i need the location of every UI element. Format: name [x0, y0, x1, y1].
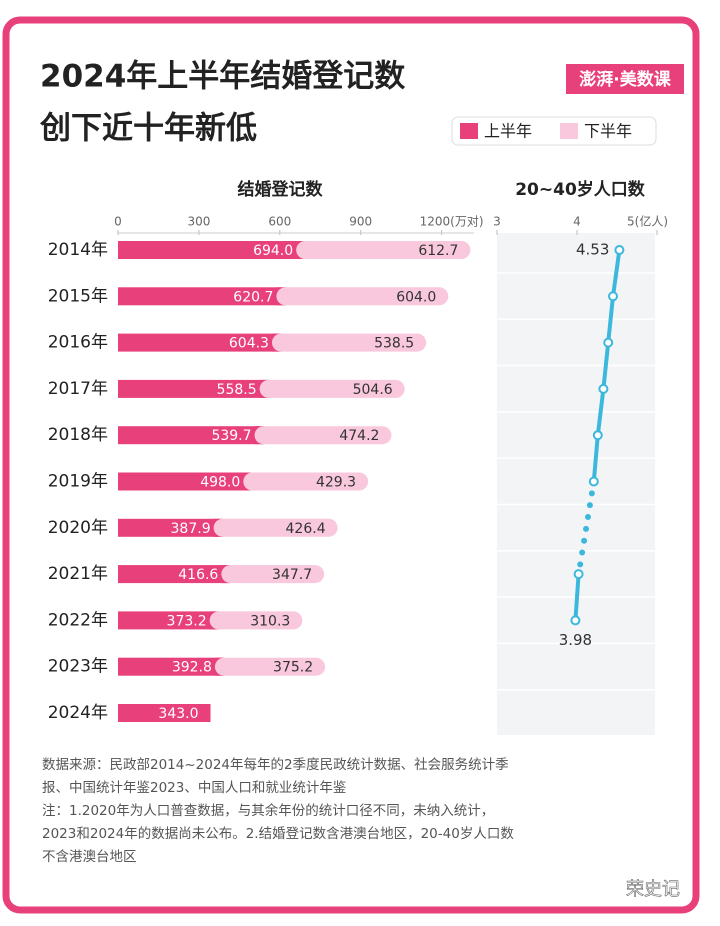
- bar-segment: [118, 704, 211, 722]
- y-tick-label: 2024年: [48, 703, 108, 723]
- line: [591, 249, 622, 482]
- value-label: 558.5: [217, 382, 257, 398]
- y-tick-label: 2016年: [48, 333, 108, 353]
- value-label: 4.53: [576, 241, 609, 259]
- value-label: 343.0: [158, 706, 198, 722]
- bar-segment: [296, 241, 471, 259]
- bar-segment: [118, 472, 253, 491]
- value-label: 347.7: [272, 567, 312, 583]
- y-tick-label: 2014年: [48, 240, 108, 260]
- x-tick-label: 0: [114, 215, 122, 229]
- bar-segment: [118, 241, 306, 259]
- line: [573, 573, 581, 621]
- value-label: 474.2: [339, 428, 379, 444]
- value-label: 620.7: [233, 289, 273, 305]
- legend-label: 上半年: [484, 122, 532, 141]
- value-label: 504.6: [353, 382, 393, 398]
- value-label: 612.7: [418, 243, 458, 259]
- x-tick-label: 1200(万对): [420, 215, 484, 229]
- title-line: 创下近十年新低: [39, 111, 257, 147]
- chart-title: 20~40岁人口数: [515, 179, 646, 200]
- title-line: 2024年上半年结婚登记数: [40, 59, 405, 95]
- bar-segment: [118, 379, 269, 398]
- y-tick-label: 2023年: [48, 657, 108, 677]
- value-label: 375.2: [273, 660, 313, 676]
- y-tick-label: 2018年: [48, 425, 108, 445]
- note-line: 注：1.2020年为人口普查数据，与其余年份的统计口径不同，未纳入统计，: [42, 802, 494, 819]
- chart-title: 结婚登记数: [238, 179, 324, 200]
- y-tick-label: 2020年: [48, 518, 108, 538]
- value-label: 387.9: [171, 521, 211, 537]
- bar-segment: [243, 472, 369, 491]
- bar-segment: [276, 287, 449, 306]
- x-tick-label: 600: [268, 215, 291, 229]
- logo-box: [566, 64, 684, 94]
- value-label: 426.4: [286, 521, 326, 537]
- bar-segment: [213, 518, 338, 537]
- point: [592, 430, 603, 441]
- bar-segment: [118, 333, 281, 352]
- x-tick-label: 4: [573, 215, 581, 229]
- point: [570, 615, 581, 626]
- note-line: 数据来源：民政部2014~2024年每年的2季度民政统计数据、社会服务统计季: [42, 757, 509, 773]
- legend-swatch: [460, 123, 478, 139]
- value-label: 416.6: [178, 567, 218, 583]
- point: [573, 569, 584, 580]
- bar-segment: [254, 426, 392, 445]
- point: [603, 337, 614, 348]
- point: [614, 245, 625, 255]
- x-tick-label: 300: [187, 215, 210, 229]
- y-tick-label: 2017年: [48, 379, 108, 399]
- bar-segment: [118, 287, 286, 306]
- y-tick-label: 2021年: [48, 564, 108, 584]
- value-label: 604.3: [229, 336, 269, 352]
- bar-segment: [259, 379, 405, 398]
- bar-segment: [118, 426, 264, 445]
- bar-segment: [118, 565, 231, 584]
- note-line: 报、中国统计年鉴2023、中国人口和就业统计年鉴: [42, 780, 347, 796]
- bar-segment: [221, 565, 325, 584]
- bar-segment: [209, 611, 303, 630]
- logo: 澎湃·美数课: [579, 69, 671, 90]
- x-tick-label: 900: [349, 215, 372, 229]
- note-line: 2023和2024年的数据尚未公布。2.结婚登记数含港澳台地区，20-40岁人口…: [42, 826, 514, 842]
- gap-bridge: [575, 478, 597, 578]
- y-tick-label: 2015年: [48, 286, 108, 306]
- value-label: 392.8: [172, 660, 212, 676]
- y-tick-label: 2022年: [48, 610, 108, 630]
- point: [608, 291, 618, 302]
- value-label: 373.2: [167, 613, 207, 629]
- value-label: 694.0: [253, 243, 293, 259]
- value-label: 539.7: [211, 428, 251, 444]
- bar-segment: [118, 657, 224, 676]
- legend-label: 下半年: [584, 122, 632, 141]
- point: [588, 476, 599, 487]
- x-tick-label: 3: [493, 215, 501, 229]
- bar-segment: [118, 611, 219, 630]
- legend-box: [451, 116, 657, 146]
- legend-swatch: [560, 123, 578, 139]
- bar-segment: [214, 657, 326, 676]
- note-line: 不含港澳台地区: [42, 849, 137, 865]
- watermark: 荣史记: [626, 879, 680, 900]
- value-label: 310.3: [250, 613, 290, 629]
- value-label: 538.5: [374, 336, 414, 352]
- y-tick-label: 2019年: [48, 472, 108, 492]
- bar-segment: [118, 518, 223, 537]
- value-label: 429.3: [316, 475, 356, 491]
- bar-cap: [201, 704, 211, 722]
- point: [598, 383, 609, 394]
- bar-segment: [271, 333, 427, 352]
- value-label: 3.98: [559, 631, 592, 649]
- x-tick-label: 5(亿人): [627, 214, 668, 229]
- value-label: 498.0: [200, 475, 240, 491]
- line-panel: [497, 233, 655, 735]
- value-label: 604.0: [396, 289, 436, 305]
